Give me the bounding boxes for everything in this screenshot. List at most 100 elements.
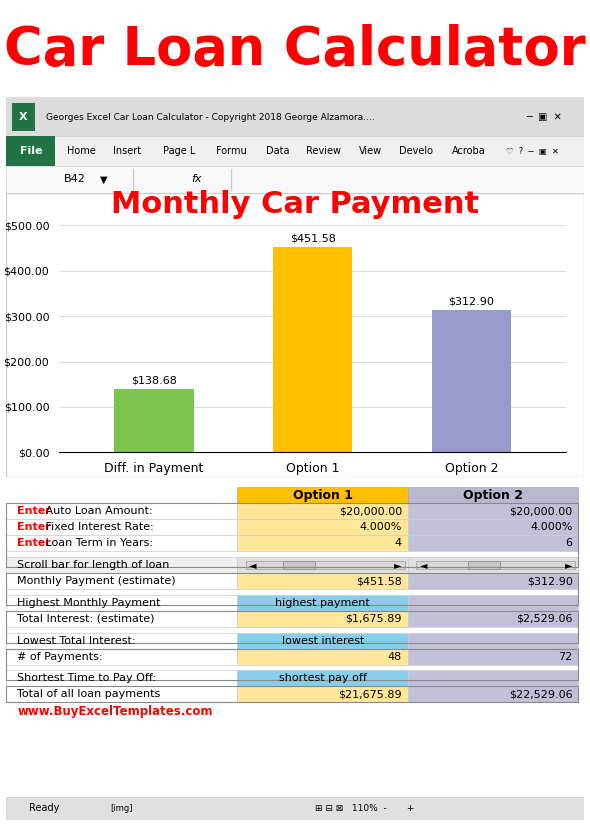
- Text: Georges Excel Car Loan Calculator - Copyright 2018 George Alzamora....: Georges Excel Car Loan Calculator - Copy…: [47, 113, 375, 121]
- Bar: [237, 535, 408, 551]
- Bar: [6, 611, 237, 627]
- Text: $312.90: $312.90: [448, 296, 494, 306]
- Text: Insert: Insert: [113, 146, 142, 156]
- Text: Car Loan Calculator: Car Loan Calculator: [4, 24, 586, 76]
- Bar: [408, 648, 578, 665]
- Text: Loan Term in Years:: Loan Term in Years:: [42, 539, 153, 549]
- Bar: [237, 686, 408, 702]
- Bar: [12, 103, 35, 131]
- Text: Fixed Interest Rate:: Fixed Interest Rate:: [42, 522, 154, 532]
- Text: Data: Data: [266, 146, 290, 156]
- Text: 4.000%: 4.000%: [359, 522, 402, 532]
- Text: $20,000.00: $20,000.00: [339, 506, 402, 516]
- Bar: [273, 247, 352, 452]
- Bar: [432, 310, 511, 452]
- Bar: [283, 561, 315, 569]
- Text: B42: B42: [64, 174, 86, 184]
- Bar: [6, 611, 578, 642]
- Bar: [6, 632, 237, 648]
- Bar: [237, 574, 408, 589]
- Bar: [237, 487, 408, 504]
- Text: Monthly Car Payment: Monthly Car Payment: [111, 190, 479, 218]
- Text: 4: 4: [395, 539, 402, 549]
- Text: File: File: [19, 146, 42, 156]
- Text: Lowest Total Interest:: Lowest Total Interest:: [18, 636, 136, 646]
- Bar: [246, 561, 405, 569]
- Text: Shortest Time to Pay Off:: Shortest Time to Pay Off:: [18, 673, 156, 683]
- Text: $451.58: $451.58: [290, 233, 336, 244]
- Text: ⊞ ⊟ ⊠   110%  -       +: ⊞ ⊟ ⊠ 110% - +: [314, 804, 414, 813]
- FancyBboxPatch shape: [0, 96, 590, 138]
- Bar: [408, 535, 578, 551]
- Text: ▼: ▼: [100, 174, 108, 184]
- Text: Enter: Enter: [18, 539, 51, 549]
- Text: ◄: ◄: [249, 560, 257, 570]
- Bar: [6, 136, 55, 166]
- Text: Highest Monthly Payment: Highest Monthly Payment: [18, 598, 161, 608]
- Text: ►: ►: [394, 560, 402, 570]
- Text: Scroll bar for length of loan: Scroll bar for length of loan: [18, 560, 170, 570]
- Text: Ready: Ready: [29, 803, 60, 813]
- Text: shortest pay off: shortest pay off: [279, 673, 367, 683]
- Text: Review: Review: [306, 146, 342, 156]
- Bar: [408, 595, 578, 611]
- Text: Auto Loan Amount:: Auto Loan Amount:: [42, 506, 153, 516]
- Text: Monthly Payment (estimate): Monthly Payment (estimate): [18, 576, 176, 586]
- Bar: [408, 611, 578, 627]
- Text: highest payment: highest payment: [276, 598, 370, 608]
- Bar: [408, 487, 578, 504]
- Text: $21,675.89: $21,675.89: [338, 689, 402, 699]
- Text: 48: 48: [388, 652, 402, 662]
- Bar: [6, 535, 237, 551]
- Bar: [6, 648, 237, 665]
- Text: www.BuyExcelTemplates.com: www.BuyExcelTemplates.com: [18, 705, 213, 718]
- Bar: [237, 611, 408, 627]
- Text: ─  ▣  ✕: ─ ▣ ✕: [526, 112, 562, 122]
- Text: Total Interest: (estimate): Total Interest: (estimate): [18, 614, 155, 624]
- Bar: [408, 557, 578, 574]
- Bar: [237, 671, 408, 686]
- Bar: [468, 561, 500, 569]
- Text: 72: 72: [558, 652, 572, 662]
- Bar: [408, 686, 578, 702]
- Bar: [237, 648, 408, 665]
- Text: fx: fx: [192, 174, 202, 184]
- Bar: [6, 504, 578, 568]
- Bar: [6, 557, 237, 574]
- Text: Acroba: Acroba: [451, 146, 486, 156]
- Bar: [237, 504, 408, 520]
- Bar: [408, 520, 578, 535]
- Bar: [6, 574, 578, 605]
- Text: Enter: Enter: [18, 522, 51, 532]
- Text: $22,529.06: $22,529.06: [509, 689, 572, 699]
- Text: # of Payments:: # of Payments:: [18, 652, 103, 662]
- Bar: [6, 648, 578, 681]
- Bar: [6, 671, 237, 686]
- Text: Enter: Enter: [18, 506, 51, 516]
- Bar: [6, 686, 237, 702]
- Text: Total of all loan payments: Total of all loan payments: [18, 689, 160, 699]
- Text: Home: Home: [67, 146, 96, 156]
- Text: Option 1: Option 1: [293, 489, 353, 501]
- Text: lowest interest: lowest interest: [281, 636, 364, 646]
- Bar: [6, 520, 237, 535]
- Bar: [6, 686, 578, 702]
- Bar: [237, 595, 408, 611]
- Text: 6: 6: [566, 539, 572, 549]
- Bar: [237, 557, 408, 574]
- Bar: [114, 389, 194, 452]
- Text: [img]: [img]: [110, 804, 133, 813]
- Text: $20,000.00: $20,000.00: [509, 506, 572, 516]
- Bar: [408, 504, 578, 520]
- Bar: [408, 632, 578, 648]
- Text: 4.000%: 4.000%: [530, 522, 572, 532]
- Bar: [408, 574, 578, 589]
- Text: Formu: Formu: [216, 146, 247, 156]
- Text: Option 2: Option 2: [463, 489, 523, 501]
- Bar: [408, 671, 578, 686]
- Bar: [417, 561, 575, 569]
- Text: ►: ►: [565, 560, 572, 570]
- Text: $312.90: $312.90: [527, 576, 572, 586]
- Text: $2,529.06: $2,529.06: [516, 614, 572, 624]
- Text: ♡  ?  ─  ▣  ✕: ♡ ? ─ ▣ ✕: [506, 147, 559, 155]
